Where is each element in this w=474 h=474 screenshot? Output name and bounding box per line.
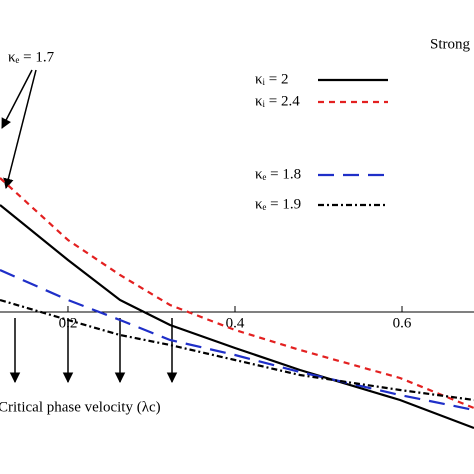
series-line (0, 204, 474, 430)
annotation: Strong (430, 36, 471, 52)
annotation-arrow (1, 69, 33, 129)
x-tick-label: 0.4 (226, 315, 245, 331)
legend-label: κᵢ = 2.4 (255, 93, 300, 109)
annotation: κₑ = 1.7 (8, 49, 55, 65)
critical-arrows (9, 318, 178, 384)
legend-label: κₑ = 1.8 (255, 166, 301, 182)
series-line (0, 177, 474, 410)
annotation: Critical phase velocity (λc) (0, 399, 161, 415)
legend-label: κₑ = 1.9 (255, 196, 301, 212)
series-line (0, 268, 474, 412)
x-tick-label: 0.6 (393, 315, 412, 331)
annotation-arrow (3, 69, 37, 190)
series-line (0, 298, 474, 402)
x-tick-label: 0.2 (59, 315, 78, 331)
legend-label: κᵢ = 2 (255, 71, 288, 87)
